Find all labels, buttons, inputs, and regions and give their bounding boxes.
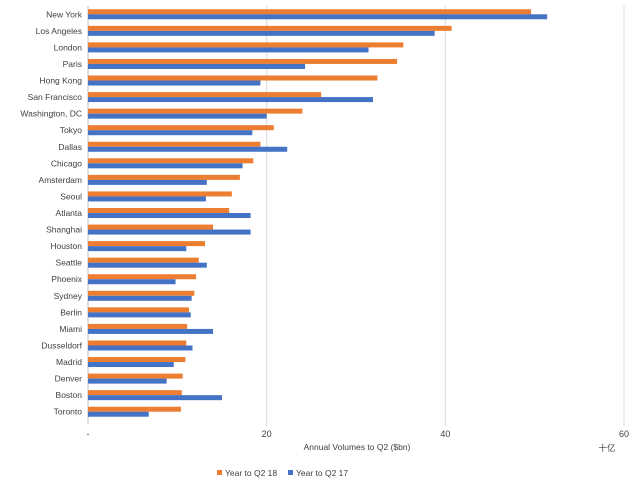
bar-q2-17-houston (88, 246, 187, 252)
category-label: Tokyo (60, 125, 82, 135)
category-label: Atlanta (56, 208, 83, 218)
bar-q2-17-boston (88, 395, 222, 401)
category-label: Sydney (54, 291, 83, 301)
bar-q2-17-paris (88, 63, 306, 69)
bar-q2-17-los-angeles (88, 30, 435, 36)
category-label: Miami (59, 324, 82, 334)
bar-q2-18-seoul (88, 191, 232, 197)
bar-q2-18-boston (88, 390, 182, 396)
unit-note: 十亿 (598, 443, 615, 453)
category-label: Seoul (60, 191, 82, 201)
bar-q2-18-houston (88, 241, 206, 247)
category-label: Houston (50, 241, 82, 251)
bar-q2-18-phoenix (88, 274, 197, 280)
category-label: Washington, DC (20, 109, 82, 119)
bar-q2-17-toronto (88, 411, 149, 417)
category-label: Seattle (56, 258, 83, 268)
x-tick-label: 40 (440, 429, 450, 439)
category-label: Amsterdam (39, 175, 82, 185)
category-label: Berlin (60, 307, 82, 317)
bar-q2-18-dusseldorf (88, 340, 187, 346)
bar-q2-17-hong-kong (88, 80, 261, 86)
bar-q2-17-san-francisco (88, 97, 373, 103)
legend-label: Year to Q2 17 (296, 468, 348, 478)
bar-q2-18-seattle (88, 257, 199, 263)
bar-q2-17-tokyo (88, 130, 253, 136)
bar-q2-17-seoul (88, 196, 206, 202)
category-label: Phoenix (51, 274, 82, 284)
category-label: New York (46, 9, 83, 19)
category-label: Hong Kong (39, 76, 82, 86)
category-label: Denver (55, 374, 83, 384)
bar-q2-18-london (88, 42, 404, 48)
legend-label: Year to Q2 18 (225, 468, 277, 478)
legend-swatch-q2-18 (217, 470, 222, 475)
bar-q2-18-dallas (88, 141, 261, 147)
bar-q2-18-chicago (88, 158, 254, 164)
bar-q2-17-madrid (88, 362, 174, 368)
category-label: Dallas (58, 142, 82, 152)
category-label: Los Angeles (36, 26, 82, 36)
bar-q2-18-amsterdam (88, 174, 240, 180)
category-label: Madrid (56, 357, 82, 367)
category-label: London (54, 42, 83, 52)
category-label: Chicago (51, 158, 82, 168)
bar-q2-17-chicago (88, 163, 243, 169)
bar-q2-17-new-york (88, 14, 548, 20)
x-axis-title: Annual Volumes to Q2 ($bn) (304, 442, 411, 452)
category-label: Dusseldorf (41, 340, 82, 350)
bar-q2-17-sydney (88, 295, 192, 301)
bar-q2-17-washington-dc (88, 113, 267, 119)
bar-q2-18-paris (88, 58, 398, 64)
bar-q2-18-sydney (88, 290, 195, 296)
bar-q2-17-seattle (88, 262, 207, 268)
bar-q2-18-tokyo (88, 125, 274, 131)
bar-q2-18-washington-dc (88, 108, 303, 114)
legend: Year to Q2 18 Year to Q2 17 (217, 468, 348, 478)
bar-q2-18-miami (88, 323, 188, 329)
bar-q2-18-los-angeles (88, 25, 452, 31)
bar-q2-17-amsterdam (88, 179, 207, 185)
bar-q2-18-toronto (88, 406, 181, 412)
category-labels: New York Los Angeles London Paris Hong Kong S… (20, 9, 82, 416)
bar-q2-17-dallas (88, 146, 288, 152)
bar-q2-18-hong-kong (88, 75, 378, 81)
bar-q2-17-atlanta (88, 213, 251, 218)
bar-q2-18-san-francisco (88, 92, 322, 98)
category-label: Shanghai (46, 225, 82, 235)
legend-swatch-q2-17 (288, 470, 293, 475)
x-tick-label: - (87, 429, 90, 439)
x-tick-label: 20 (262, 429, 272, 439)
bar-q2-18-new-york (88, 9, 532, 15)
bar-q2-17-phoenix (88, 279, 176, 285)
x-tick-label: 60 (619, 429, 629, 439)
bar-q2-18-shanghai (88, 224, 214, 230)
bar-q2-17-dusseldorf (88, 345, 193, 351)
bars (88, 9, 548, 417)
bar-q2-17-shanghai (88, 229, 251, 235)
bar-q2-18-berlin (88, 307, 189, 313)
bar-q2-18-denver (88, 373, 183, 379)
x-tick-labels: - 20 40 60 (87, 429, 630, 439)
category-label: San Francisco (28, 92, 83, 102)
bar-q2-17-london (88, 47, 369, 53)
bar-q2-17-denver (88, 378, 167, 384)
category-label: Boston (56, 390, 83, 400)
category-label: Paris (63, 59, 82, 69)
bar-q2-18-atlanta (88, 208, 230, 213)
bar-q2-18-madrid (88, 357, 186, 363)
bar-q2-17-berlin (88, 312, 191, 318)
category-label: Toronto (54, 407, 83, 417)
bar-q2-17-miami (88, 328, 214, 334)
